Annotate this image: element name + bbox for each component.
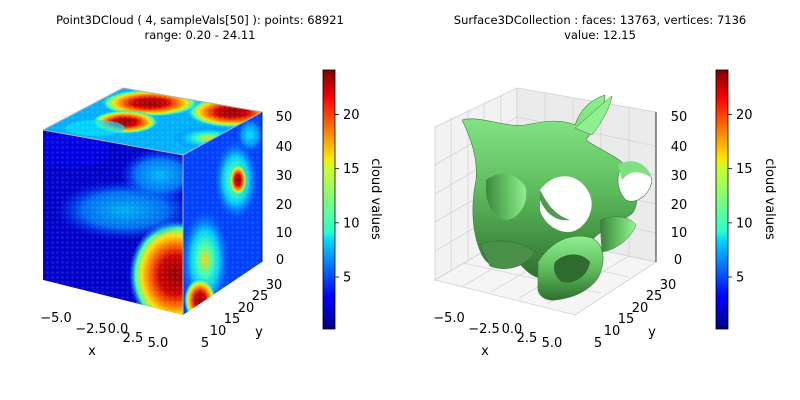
left-y-tick-20: 20: [238, 301, 255, 316]
right-x-tick-2: 0.0: [502, 322, 523, 337]
right-plot: Surface3DCollection : faces: 13763, vert…: [433, 13, 777, 359]
right-z-tick-10: 10: [671, 226, 688, 241]
left-colorbar-tick-label: 10: [343, 216, 360, 231]
left-colorbar-tick-label: 15: [343, 162, 360, 177]
right-x-tick-1: −2.5: [468, 322, 500, 337]
right-title-line1: Surface3DCollection : faces: 13763, vert…: [454, 13, 746, 27]
left-y-tick-15: 15: [224, 312, 241, 327]
right-y-tick-30: 30: [660, 278, 677, 293]
left-colorbar: 5 10 15 20 cloud values: [322, 69, 383, 330]
left-y-label: y: [255, 325, 263, 340]
left-z-tick-40: 40: [276, 140, 293, 155]
isosurface: [461, 94, 653, 301]
right-x-tick-3: 2.5: [517, 331, 538, 346]
right-colorbar-label: cloud values: [762, 158, 777, 240]
left-colorbar-label: cloud values: [368, 158, 383, 240]
right-title-line2: value: 12.15: [564, 28, 636, 42]
left-z-tick-20: 20: [276, 198, 293, 213]
left-x-tick-2: 0.0: [108, 322, 129, 337]
left-z-tick-30: 30: [276, 169, 293, 184]
right-z-axis: 0 10 20 30 40 50: [655, 110, 688, 268]
right-colorbar-tick-label: 10: [736, 216, 753, 231]
left-colorbar-tick-label: 5: [343, 271, 351, 286]
left-y-tick-10: 10: [210, 324, 227, 339]
right-y-label: y: [648, 325, 656, 340]
left-title-line2: range: 0.20 - 24.11: [145, 28, 256, 42]
right-x-tick-0: −5.0: [433, 311, 465, 326]
left-z-tick-10: 10: [276, 226, 293, 241]
right-x-axis: −5.0 −2.5 0.0 2.5 5.0 x: [433, 311, 562, 359]
left-z-tick-50: 50: [276, 110, 293, 125]
left-y-tick-5: 5: [201, 336, 209, 351]
right-z-tick-50: 50: [671, 110, 688, 125]
left-colorbar-bar: [322, 69, 336, 330]
right-colorbar-tick-label: 5: [736, 271, 744, 286]
left-y-axis: 5 10 15 20 25 30 y: [201, 278, 282, 351]
left-axes-front-frame: [42, 87, 263, 315]
left-colorbar-tick-label: 20: [343, 108, 360, 123]
right-y-tick-25: 25: [646, 289, 663, 304]
left-plot: Point3DCloud ( 4, sampleVals[50] ): poin…: [40, 13, 383, 359]
right-y-tick-10: 10: [604, 324, 621, 339]
cube-front-face: [43, 130, 183, 315]
right-colorbar-bar: [715, 69, 729, 330]
right-z-tick-20: 20: [671, 198, 688, 213]
left-title-line1: Point3DCloud ( 4, sampleVals[50] ): poin…: [56, 13, 344, 27]
left-x-axis: −5.0 −2.5 0.0 2.5 5.0 x: [40, 311, 168, 359]
right-z-tick-40: 40: [671, 140, 688, 155]
left-y-tick-30: 30: [266, 278, 283, 293]
left-z-axis: 0 10 20 30 40 50: [261, 110, 293, 268]
right-y-tick-20: 20: [632, 301, 649, 316]
left-y-tick-25: 25: [252, 289, 269, 304]
right-x-label: x: [481, 344, 489, 359]
left-x-label: x: [88, 344, 96, 359]
right-colorbar-tick-label: 20: [736, 108, 753, 123]
right-colorbar: 5 10 15 20 cloud values: [715, 69, 777, 330]
right-x-tick-4: 5.0: [542, 336, 563, 351]
right-colorbar-ticks: 5 10 15 20: [728, 108, 753, 286]
right-colorbar-tick-label: 15: [736, 162, 753, 177]
right-y-tick-5: 5: [594, 336, 602, 351]
right-z-tick-30: 30: [671, 169, 688, 184]
left-z-tick-0: 0: [276, 253, 284, 268]
left-colorbar-ticks: 5 10 15 20: [335, 108, 360, 286]
right-y-tick-15: 15: [618, 312, 635, 327]
cube-side-face: [183, 112, 262, 315]
left-x-tick-3: 2.5: [123, 331, 144, 346]
left-x-tick-1: −2.5: [75, 322, 107, 337]
right-z-tick-0: 0: [674, 253, 682, 268]
right-y-axis: 5 10 15 20 25 30 y: [594, 278, 676, 351]
left-x-tick-0: −5.0: [40, 311, 72, 326]
left-x-tick-4: 5.0: [148, 336, 169, 351]
